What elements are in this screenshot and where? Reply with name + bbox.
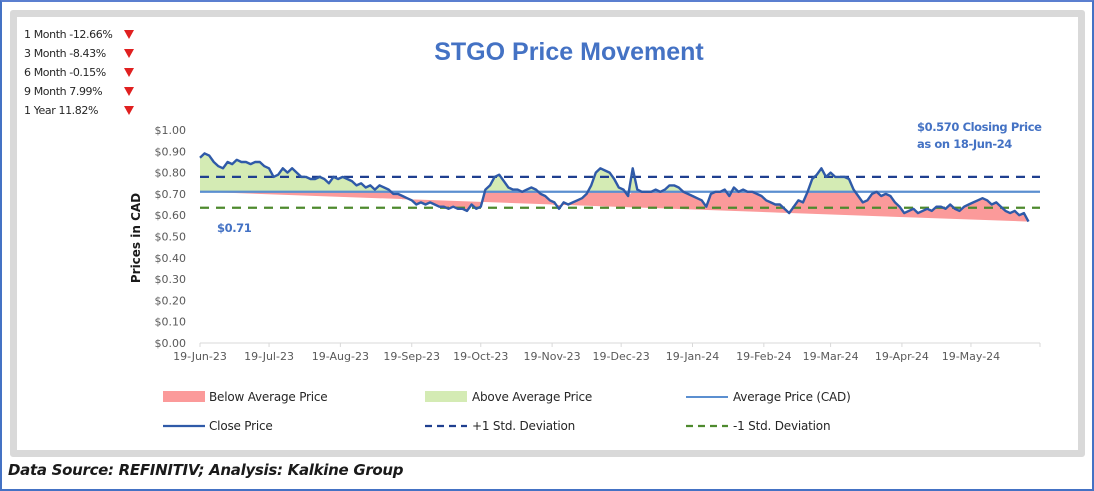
legend-label: Below Average Price <box>209 390 328 404</box>
series-layer <box>199 152 1030 223</box>
legend-swatch-below <box>163 391 205 402</box>
closing-price-annotation-line2: as on 18-Jun-24 <box>917 137 1012 151</box>
down-triangle-icon <box>124 49 134 58</box>
legend-label: Above Average Price <box>472 390 592 404</box>
y-tick-label: $0.30 <box>155 273 187 286</box>
performance-label: 6 Month -0.15% <box>24 66 106 79</box>
legend-label: Close Price <box>209 419 273 433</box>
performance-row: 9 Month 7.99% <box>24 82 134 101</box>
legend-swatch-above <box>425 391 467 402</box>
deviation-fills <box>200 153 1029 222</box>
legend-item: +1 Std. Deviation <box>425 419 575 433</box>
x-tick-label: 19-Jul-23 <box>244 350 294 363</box>
chart-legend: Below Average Price Above Average Price Av… <box>163 390 851 433</box>
y-tick-label: $0.00 <box>155 337 187 350</box>
x-tick-label: 19-Feb-24 <box>736 350 791 363</box>
reference-lines <box>200 175 1040 209</box>
above-average-area <box>200 153 1029 192</box>
x-tick-label: 19-Sep-23 <box>383 350 440 363</box>
x-tick-label: 19-Apr-24 <box>875 350 929 363</box>
y-tick-label: $0.40 <box>155 252 187 265</box>
down-triangle-icon <box>124 106 134 115</box>
down-triangle-icon <box>124 87 134 96</box>
y-tick-label: $0.60 <box>155 209 187 222</box>
performance-row: 1 Year 11.82% <box>24 101 134 120</box>
x-tick-label: 19-Mar-24 <box>803 350 859 363</box>
y-tick-label: $0.70 <box>155 188 187 201</box>
close-price-line <box>199 152 1030 223</box>
y-tick-label: $0.20 <box>155 294 187 307</box>
x-tick-label: 19-Aug-23 <box>312 350 369 363</box>
legend-label: +1 Std. Deviation <box>472 419 575 433</box>
performance-row: 3 Month -8.43% <box>24 44 134 63</box>
performance-label: 1 Month -12.66% <box>24 28 113 41</box>
performance-label: 1 Year 11.82% <box>24 104 99 117</box>
legend-item: Below Average Price <box>163 390 328 404</box>
y-tick-label: $1.00 <box>155 124 187 137</box>
legend-item: -1 Std. Deviation <box>686 419 831 433</box>
legend-label: Average Price (CAD) <box>733 390 851 404</box>
axes: $0.00 $0.10 $0.20 $0.30 $0.40 $0.50 $0.60 $0.70… <box>155 124 1041 363</box>
average-price-annotation: $0.71 <box>217 221 252 235</box>
performance-row: 1 Month -12.66% <box>24 25 134 44</box>
down-triangle-icon <box>124 68 134 77</box>
legend-item: Average Price (CAD) <box>686 390 851 404</box>
x-tick-label: 19-Jun-23 <box>173 350 227 363</box>
legend-item: Close Price <box>163 419 273 433</box>
y-tick-label: $0.80 <box>155 167 187 180</box>
chart-title: STGO Price Movement <box>434 38 704 66</box>
y-tick-label: $0.90 <box>155 145 187 158</box>
performance-label: 3 Month -8.43% <box>24 47 106 60</box>
legend-item: Above Average Price <box>425 390 592 404</box>
legend-label: -1 Std. Deviation <box>733 419 830 433</box>
x-tick-label: 19-Jan-24 <box>666 350 720 363</box>
chart-panel <box>10 10 1085 457</box>
x-tick-label: 19-Nov-23 <box>524 350 581 363</box>
y-tick-label: $0.10 <box>155 316 187 329</box>
x-tick-label: 19-May-24 <box>942 350 1000 363</box>
performance-label: 9 Month 7.99% <box>24 85 103 98</box>
x-tick-label: 19-Oct-23 <box>453 350 508 363</box>
data-source-footer: Data Source: REFINITIV; Analysis: Kalkin… <box>8 461 404 479</box>
x-tick-label: 19-Dec-23 <box>593 350 650 363</box>
closing-price-annotation-line1: $0.570 Closing Price <box>917 120 1042 134</box>
y-tick-label: $0.50 <box>155 231 187 244</box>
performance-row: 6 Month -0.15% <box>24 63 134 82</box>
performance-summary: 1 Month -12.66% 3 Month -8.43% 6 Month -… <box>24 25 134 120</box>
below-average-area <box>200 191 1029 222</box>
y-axis-label: Prices in CAD <box>129 193 143 283</box>
down-triangle-icon <box>124 30 134 39</box>
